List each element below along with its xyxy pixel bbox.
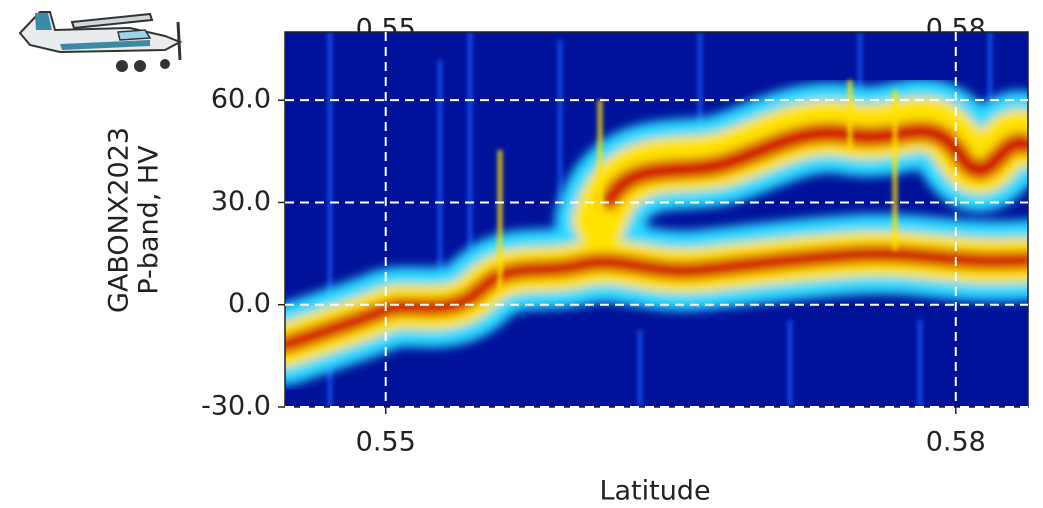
y-tick-label: 30.0 bbox=[211, 186, 271, 217]
y-tick-label: -30.0 bbox=[201, 391, 271, 422]
x-tick-label: 0.55 bbox=[356, 427, 416, 458]
heatmap-image bbox=[285, 32, 1028, 407]
y-tick-label: 0.0 bbox=[228, 288, 271, 319]
y-axis-label: P-band, HV bbox=[134, 145, 165, 295]
x-tick-label: 0.58 bbox=[926, 427, 986, 458]
y-axis-label: GABONX2023 bbox=[104, 127, 135, 313]
plot-frame bbox=[284, 31, 1029, 408]
y-tick-label: 60.0 bbox=[211, 84, 271, 115]
x-axis-label: Latitude bbox=[599, 476, 710, 507]
logo bbox=[18, 11, 183, 72]
